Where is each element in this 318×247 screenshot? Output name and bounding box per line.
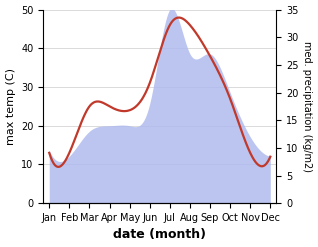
Y-axis label: max temp (C): max temp (C) [5, 68, 16, 145]
X-axis label: date (month): date (month) [113, 228, 206, 242]
Y-axis label: med. precipitation (kg/m2): med. precipitation (kg/m2) [302, 41, 313, 172]
